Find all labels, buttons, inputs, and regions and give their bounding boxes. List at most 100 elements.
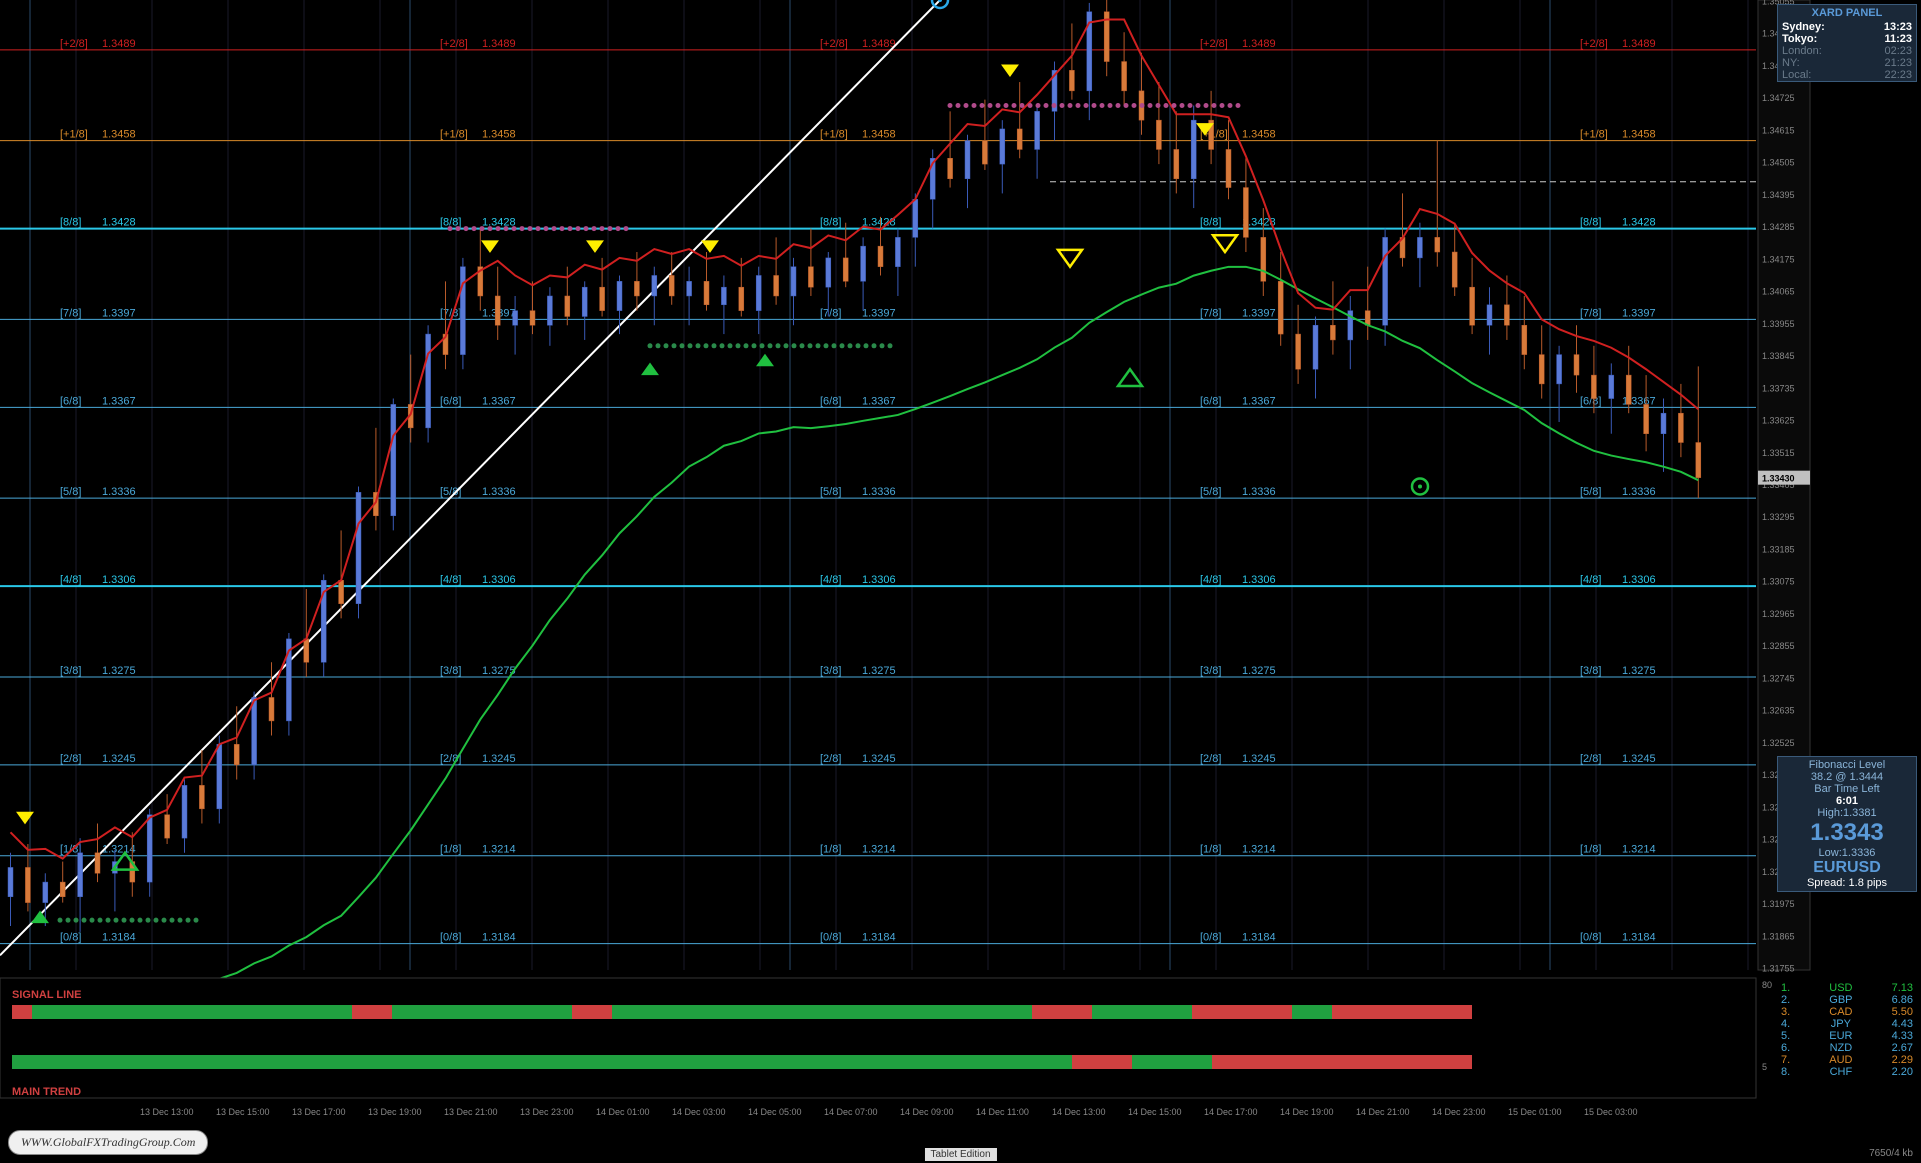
svg-text:1.3489: 1.3489 — [862, 38, 896, 50]
clock-city: NY: — [1782, 57, 1800, 69]
clock-city: Local: — [1782, 69, 1811, 81]
price-chart[interactable]: [0/8]1.3184[0/8]1.3184[0/8]1.3184[0/8]1.… — [0, 0, 1921, 1163]
fib-high: High:1.3381 — [1780, 807, 1914, 819]
svg-text:[2/8]: [2/8] — [440, 753, 461, 765]
curr-val: 6.86 — [1892, 994, 1913, 1006]
time-label: 14 Dec 21:00 — [1356, 1107, 1410, 1117]
time-label: 14 Dec 15:00 — [1128, 1107, 1182, 1117]
curr-code: JPY — [1831, 1018, 1851, 1030]
svg-text:1.3489: 1.3489 — [1622, 38, 1656, 50]
footer-stats: 7650/4 kb — [1869, 1148, 1913, 1159]
svg-text:1.3184: 1.3184 — [862, 932, 896, 944]
svg-text:1.3336: 1.3336 — [1622, 486, 1656, 498]
clock-time: 22:23 — [1884, 69, 1912, 81]
xard-panel: XARD PANEL Sydney:13:23Tokyo:11:23London… — [1777, 4, 1917, 82]
svg-text:1.32745: 1.32745 — [1762, 673, 1795, 683]
svg-text:1.32855: 1.32855 — [1762, 641, 1795, 651]
svg-text:[+1/8]: [+1/8] — [820, 129, 848, 141]
svg-text:[1/8]: [1/8] — [820, 844, 841, 856]
svg-text:1.3367: 1.3367 — [1242, 395, 1276, 407]
svg-text:[8/8]: [8/8] — [820, 217, 841, 229]
svg-text:1.34615: 1.34615 — [1762, 125, 1795, 135]
svg-text:[4/8]: [4/8] — [440, 574, 461, 586]
currency-strength: 1.USD7.132.GBP6.863.CAD5.504.JPY4.435.EU… — [1777, 982, 1917, 1078]
svg-text:1.3458: 1.3458 — [1242, 129, 1276, 141]
clock-city: London: — [1782, 45, 1822, 57]
svg-text:[2/8]: [2/8] — [60, 753, 81, 765]
svg-text:[3/8]: [3/8] — [820, 665, 841, 677]
svg-text:1.3367: 1.3367 — [102, 395, 136, 407]
svg-text:[6/8]: [6/8] — [1200, 395, 1221, 407]
fib-price: 1.3343 — [1780, 819, 1914, 847]
fib-low: Low:1.3336 — [1780, 847, 1914, 859]
signal-line-label: SIGNAL LINE — [12, 989, 81, 1001]
curr-code: NZD — [1830, 1042, 1853, 1054]
svg-text:1.3367: 1.3367 — [862, 395, 896, 407]
main-trend-label: MAIN TREND — [12, 1086, 81, 1098]
svg-text:1.33430: 1.33430 — [1762, 474, 1795, 484]
svg-text:[2/8]: [2/8] — [820, 753, 841, 765]
clock-time: 11:23 — [1884, 33, 1912, 45]
fib-level: 38.2 @ 1.3444 — [1780, 771, 1914, 783]
svg-text:1.3397: 1.3397 — [1242, 307, 1276, 319]
clock-time: 02:23 — [1884, 45, 1912, 57]
svg-text:[8/8]: [8/8] — [1580, 217, 1601, 229]
svg-text:1.3336: 1.3336 — [862, 486, 896, 498]
svg-text:1.3184: 1.3184 — [1242, 932, 1276, 944]
svg-text:1.3245: 1.3245 — [102, 753, 136, 765]
svg-text:5: 5 — [1762, 1062, 1767, 1072]
svg-text:1.3214: 1.3214 — [862, 844, 896, 856]
svg-text:1.31755: 1.31755 — [1762, 964, 1795, 974]
svg-text:[3/8]: [3/8] — [1580, 665, 1601, 677]
svg-text:1.3397: 1.3397 — [102, 307, 136, 319]
svg-text:[7/8]: [7/8] — [60, 307, 81, 319]
curr-val: 4.33 — [1892, 1030, 1913, 1042]
svg-text:1.3214: 1.3214 — [1242, 844, 1276, 856]
svg-text:[7/8]: [7/8] — [820, 307, 841, 319]
svg-text:[+2/8]: [+2/8] — [60, 38, 88, 50]
svg-text:1.3489: 1.3489 — [1242, 38, 1276, 50]
svg-text:[4/8]: [4/8] — [60, 574, 81, 586]
curr-rank: 1. — [1781, 982, 1790, 994]
clock-city: Tokyo: — [1782, 33, 1817, 45]
curr-rank: 7. — [1781, 1054, 1790, 1066]
curr-rank: 2. — [1781, 994, 1790, 1006]
svg-text:[3/8]: [3/8] — [1200, 665, 1221, 677]
svg-text:1.3245: 1.3245 — [482, 753, 516, 765]
svg-text:[6/8]: [6/8] — [440, 395, 461, 407]
svg-text:1.33845: 1.33845 — [1762, 351, 1795, 361]
svg-text:1.31865: 1.31865 — [1762, 931, 1795, 941]
curr-rank: 8. — [1781, 1066, 1790, 1078]
svg-text:1.3214: 1.3214 — [482, 844, 516, 856]
svg-text:1.3184: 1.3184 — [482, 932, 516, 944]
svg-text:1.3184: 1.3184 — [102, 932, 136, 944]
svg-text:[8/8]: [8/8] — [1200, 217, 1221, 229]
curr-code: AUD — [1829, 1054, 1852, 1066]
time-label: 13 Dec 17:00 — [292, 1107, 346, 1117]
svg-text:1.33735: 1.33735 — [1762, 383, 1795, 393]
svg-text:1.3214: 1.3214 — [1622, 844, 1656, 856]
svg-text:1.3458: 1.3458 — [102, 129, 136, 141]
svg-text:1.3458: 1.3458 — [1622, 129, 1656, 141]
tablet-edition: Tablet Edition — [924, 1148, 996, 1161]
svg-text:[5/8]: [5/8] — [820, 486, 841, 498]
curr-code: EUR — [1829, 1030, 1852, 1042]
svg-text:1.3275: 1.3275 — [1622, 665, 1656, 677]
bartime-value: 6:01 — [1780, 795, 1914, 807]
svg-text:1.3336: 1.3336 — [1242, 486, 1276, 498]
time-label: 14 Dec 23:00 — [1432, 1107, 1486, 1117]
svg-text:[7/8]: [7/8] — [1200, 307, 1221, 319]
svg-text:[8/8]: [8/8] — [60, 217, 81, 229]
svg-text:[+2/8]: [+2/8] — [1200, 38, 1228, 50]
svg-text:[+1/8]: [+1/8] — [60, 129, 88, 141]
time-label: 15 Dec 03:00 — [1584, 1107, 1638, 1117]
curr-code: GBP — [1829, 994, 1852, 1006]
svg-text:1.3306: 1.3306 — [1242, 574, 1276, 586]
svg-text:1.3336: 1.3336 — [102, 486, 136, 498]
svg-text:[+2/8]: [+2/8] — [1580, 38, 1608, 50]
time-label: 14 Dec 19:00 — [1280, 1107, 1334, 1117]
svg-text:1.34175: 1.34175 — [1762, 254, 1795, 264]
time-label: 13 Dec 19:00 — [368, 1107, 422, 1117]
time-label: 14 Dec 03:00 — [672, 1107, 726, 1117]
svg-text:[1/8]: [1/8] — [1200, 844, 1221, 856]
